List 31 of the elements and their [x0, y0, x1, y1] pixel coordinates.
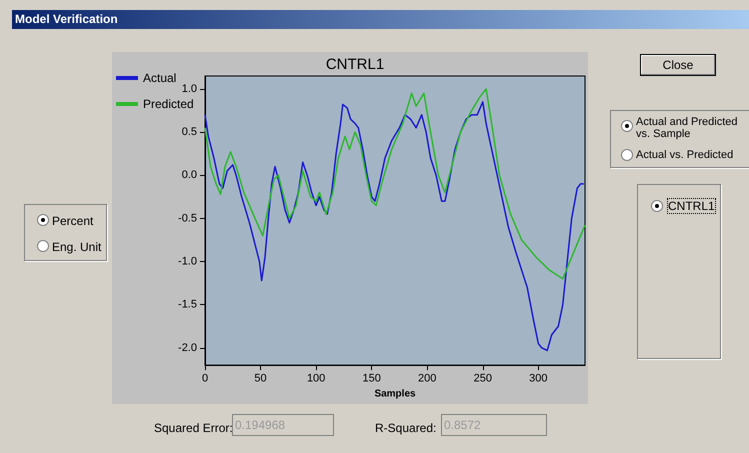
y-tick-label: 0.0: [182, 169, 197, 182]
y-tick-label: -1.5: [178, 298, 197, 311]
x-axis-title: Samples: [374, 388, 416, 400]
text: Percent: [52, 214, 94, 228]
x-tick-label: 50: [254, 372, 267, 385]
text: Squared Error:: [154, 421, 233, 435]
line-series: [204, 101, 585, 352]
y-tick-label: -2.0: [178, 342, 197, 354]
x-tick-label: 300: [529, 372, 548, 385]
chart-title: CNTRL1: [326, 56, 384, 73]
text: R-Squared:: [375, 421, 436, 435]
text: CNTRL1: [667, 198, 716, 214]
text: Actual vs. Predicted: [636, 149, 734, 161]
y-tick-label: 0.5: [182, 126, 197, 138]
legend-label: Actual: [143, 71, 176, 85]
line-series: [204, 88, 586, 280]
x-tick-label: 250: [474, 372, 492, 385]
text: Actual and Predicted vs. Sample: [636, 116, 739, 140]
x-tick-label: 150: [362, 372, 381, 385]
y-tick-label: 1.0: [182, 82, 197, 95]
x-tick-label: 200: [418, 372, 436, 385]
text: Model Verification: [12, 10, 749, 29]
y-tick-label: -0.5: [178, 212, 197, 224]
legend-label: Predicted: [143, 97, 194, 111]
y-tick-label: -1.0: [178, 256, 197, 268]
text: Close: [640, 54, 716, 76]
x-tick-label: 100: [306, 372, 326, 385]
x-tick-label: 0: [202, 372, 208, 385]
text: 0.8572: [441, 414, 547, 436]
text: Eng. Unit: [52, 240, 102, 254]
text: 0.194968: [232, 414, 334, 436]
